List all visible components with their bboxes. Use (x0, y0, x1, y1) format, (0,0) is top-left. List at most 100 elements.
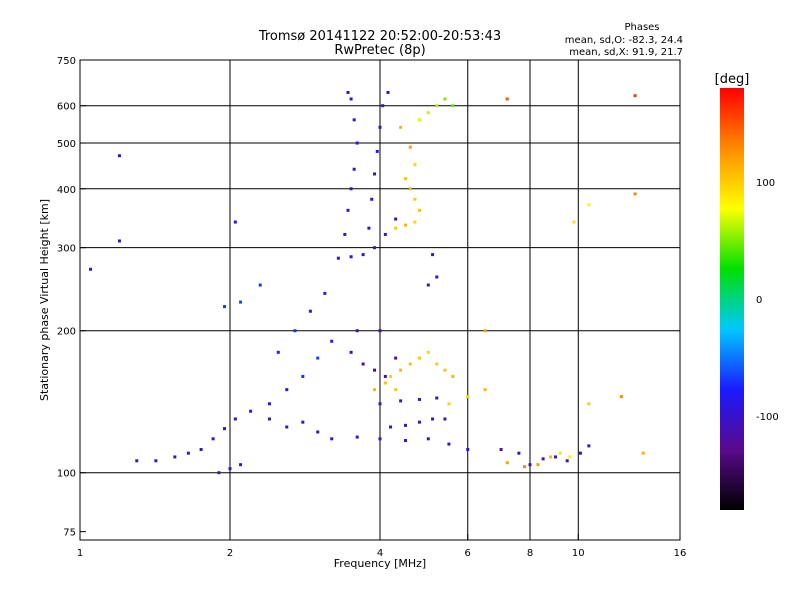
colorbar-tick-label: -100 (756, 412, 779, 423)
data-point (239, 300, 243, 304)
data-point (267, 402, 271, 406)
data-point (336, 256, 340, 260)
data-point (572, 220, 576, 224)
data-point (373, 172, 377, 176)
data-point (135, 459, 139, 463)
data-point (553, 455, 557, 459)
data-point (466, 395, 470, 399)
data-point (403, 439, 407, 443)
y-tick-label: 500 (57, 139, 76, 150)
data-point (389, 425, 393, 429)
colorbar-tick-label: 100 (756, 178, 775, 189)
data-point (349, 187, 353, 191)
data-point (361, 362, 365, 366)
data-point (435, 362, 439, 366)
data-point (505, 97, 509, 101)
data-point (408, 362, 412, 366)
x-tick-label: 16 (674, 548, 687, 559)
data-point (408, 145, 412, 149)
data-point (567, 455, 571, 459)
data-point (186, 451, 190, 455)
phase-stats-heading: Phases (624, 22, 659, 33)
y-tick-label: 300 (57, 244, 76, 255)
data-point (383, 374, 387, 378)
data-point (517, 451, 521, 455)
data-point (233, 220, 237, 224)
x-tick-label: 6 (465, 548, 471, 559)
data-point (549, 455, 553, 459)
data-point (426, 111, 430, 115)
data-point (435, 104, 439, 108)
data-point (223, 305, 227, 309)
data-point (417, 356, 421, 360)
data-point (578, 451, 582, 455)
x-tick-label: 10 (572, 548, 585, 559)
x-tick-label: 8 (527, 548, 533, 559)
data-point (403, 177, 407, 181)
data-point (399, 368, 403, 372)
data-point (211, 437, 215, 441)
data-point (352, 167, 356, 171)
data-point (399, 125, 403, 129)
data-point (394, 388, 398, 392)
data-point (239, 463, 243, 467)
phase-stats-o: mean, sd,O: -82.3, 24.4 (565, 35, 683, 46)
data-point (258, 283, 262, 287)
data-point (443, 97, 447, 101)
data-point (323, 291, 327, 295)
data-point (223, 427, 227, 431)
data-point (394, 217, 398, 221)
data-point (154, 459, 158, 463)
data-point (346, 208, 350, 212)
colorbar (720, 88, 744, 510)
data-point (330, 437, 334, 441)
data-point (117, 154, 121, 158)
data-point (505, 461, 509, 465)
data-point (378, 125, 382, 129)
data-point (349, 97, 353, 101)
phase-stats-x: mean, sd,X: 91.9, 21.7 (569, 47, 683, 58)
y-axis-ticks: 75 100 200 300 400 500 600 750 (57, 56, 86, 539)
data-point (386, 90, 390, 94)
data-point (431, 417, 435, 421)
data-point (565, 459, 569, 463)
data-point (173, 455, 177, 459)
data-point (293, 329, 297, 333)
data-point (233, 417, 237, 421)
data-point (355, 141, 359, 145)
data-point (435, 396, 439, 400)
data-point (633, 94, 637, 98)
data-point (89, 267, 93, 271)
data-point (199, 447, 203, 451)
data-point (413, 220, 417, 224)
data-point (417, 420, 421, 424)
data-point (349, 350, 353, 354)
x-tick-label: 1 (77, 548, 83, 559)
data-point (541, 457, 545, 461)
y-tick-label: 100 (57, 469, 76, 480)
data-point (383, 232, 387, 236)
data-point (587, 203, 591, 207)
data-point (431, 253, 435, 257)
data-point (426, 437, 430, 441)
colorbar-label: [deg] (715, 72, 750, 87)
data-point (249, 409, 253, 413)
y-tick-label: 750 (57, 56, 76, 67)
y-tick-label: 200 (57, 327, 76, 338)
data-point (558, 451, 562, 455)
x-axis-ticks: 1 2 4 6 8 10 16 (77, 534, 687, 559)
chart-subtitle: RwPretec (8p) (334, 43, 425, 58)
data-point (308, 309, 312, 313)
y-tick-label: 600 (57, 102, 76, 113)
data-point (641, 451, 645, 455)
data-point (361, 253, 365, 257)
x-tick-label: 2 (227, 548, 233, 559)
y-tick-label: 75 (63, 528, 76, 539)
y-axis-label: Stationary phase Virtual Height [km] (38, 199, 51, 401)
data-point (408, 187, 412, 191)
data-point (301, 420, 305, 424)
data-point (447, 402, 451, 406)
x-tick-label: 4 (377, 548, 383, 559)
data-point (483, 388, 487, 392)
data-point (587, 402, 591, 406)
